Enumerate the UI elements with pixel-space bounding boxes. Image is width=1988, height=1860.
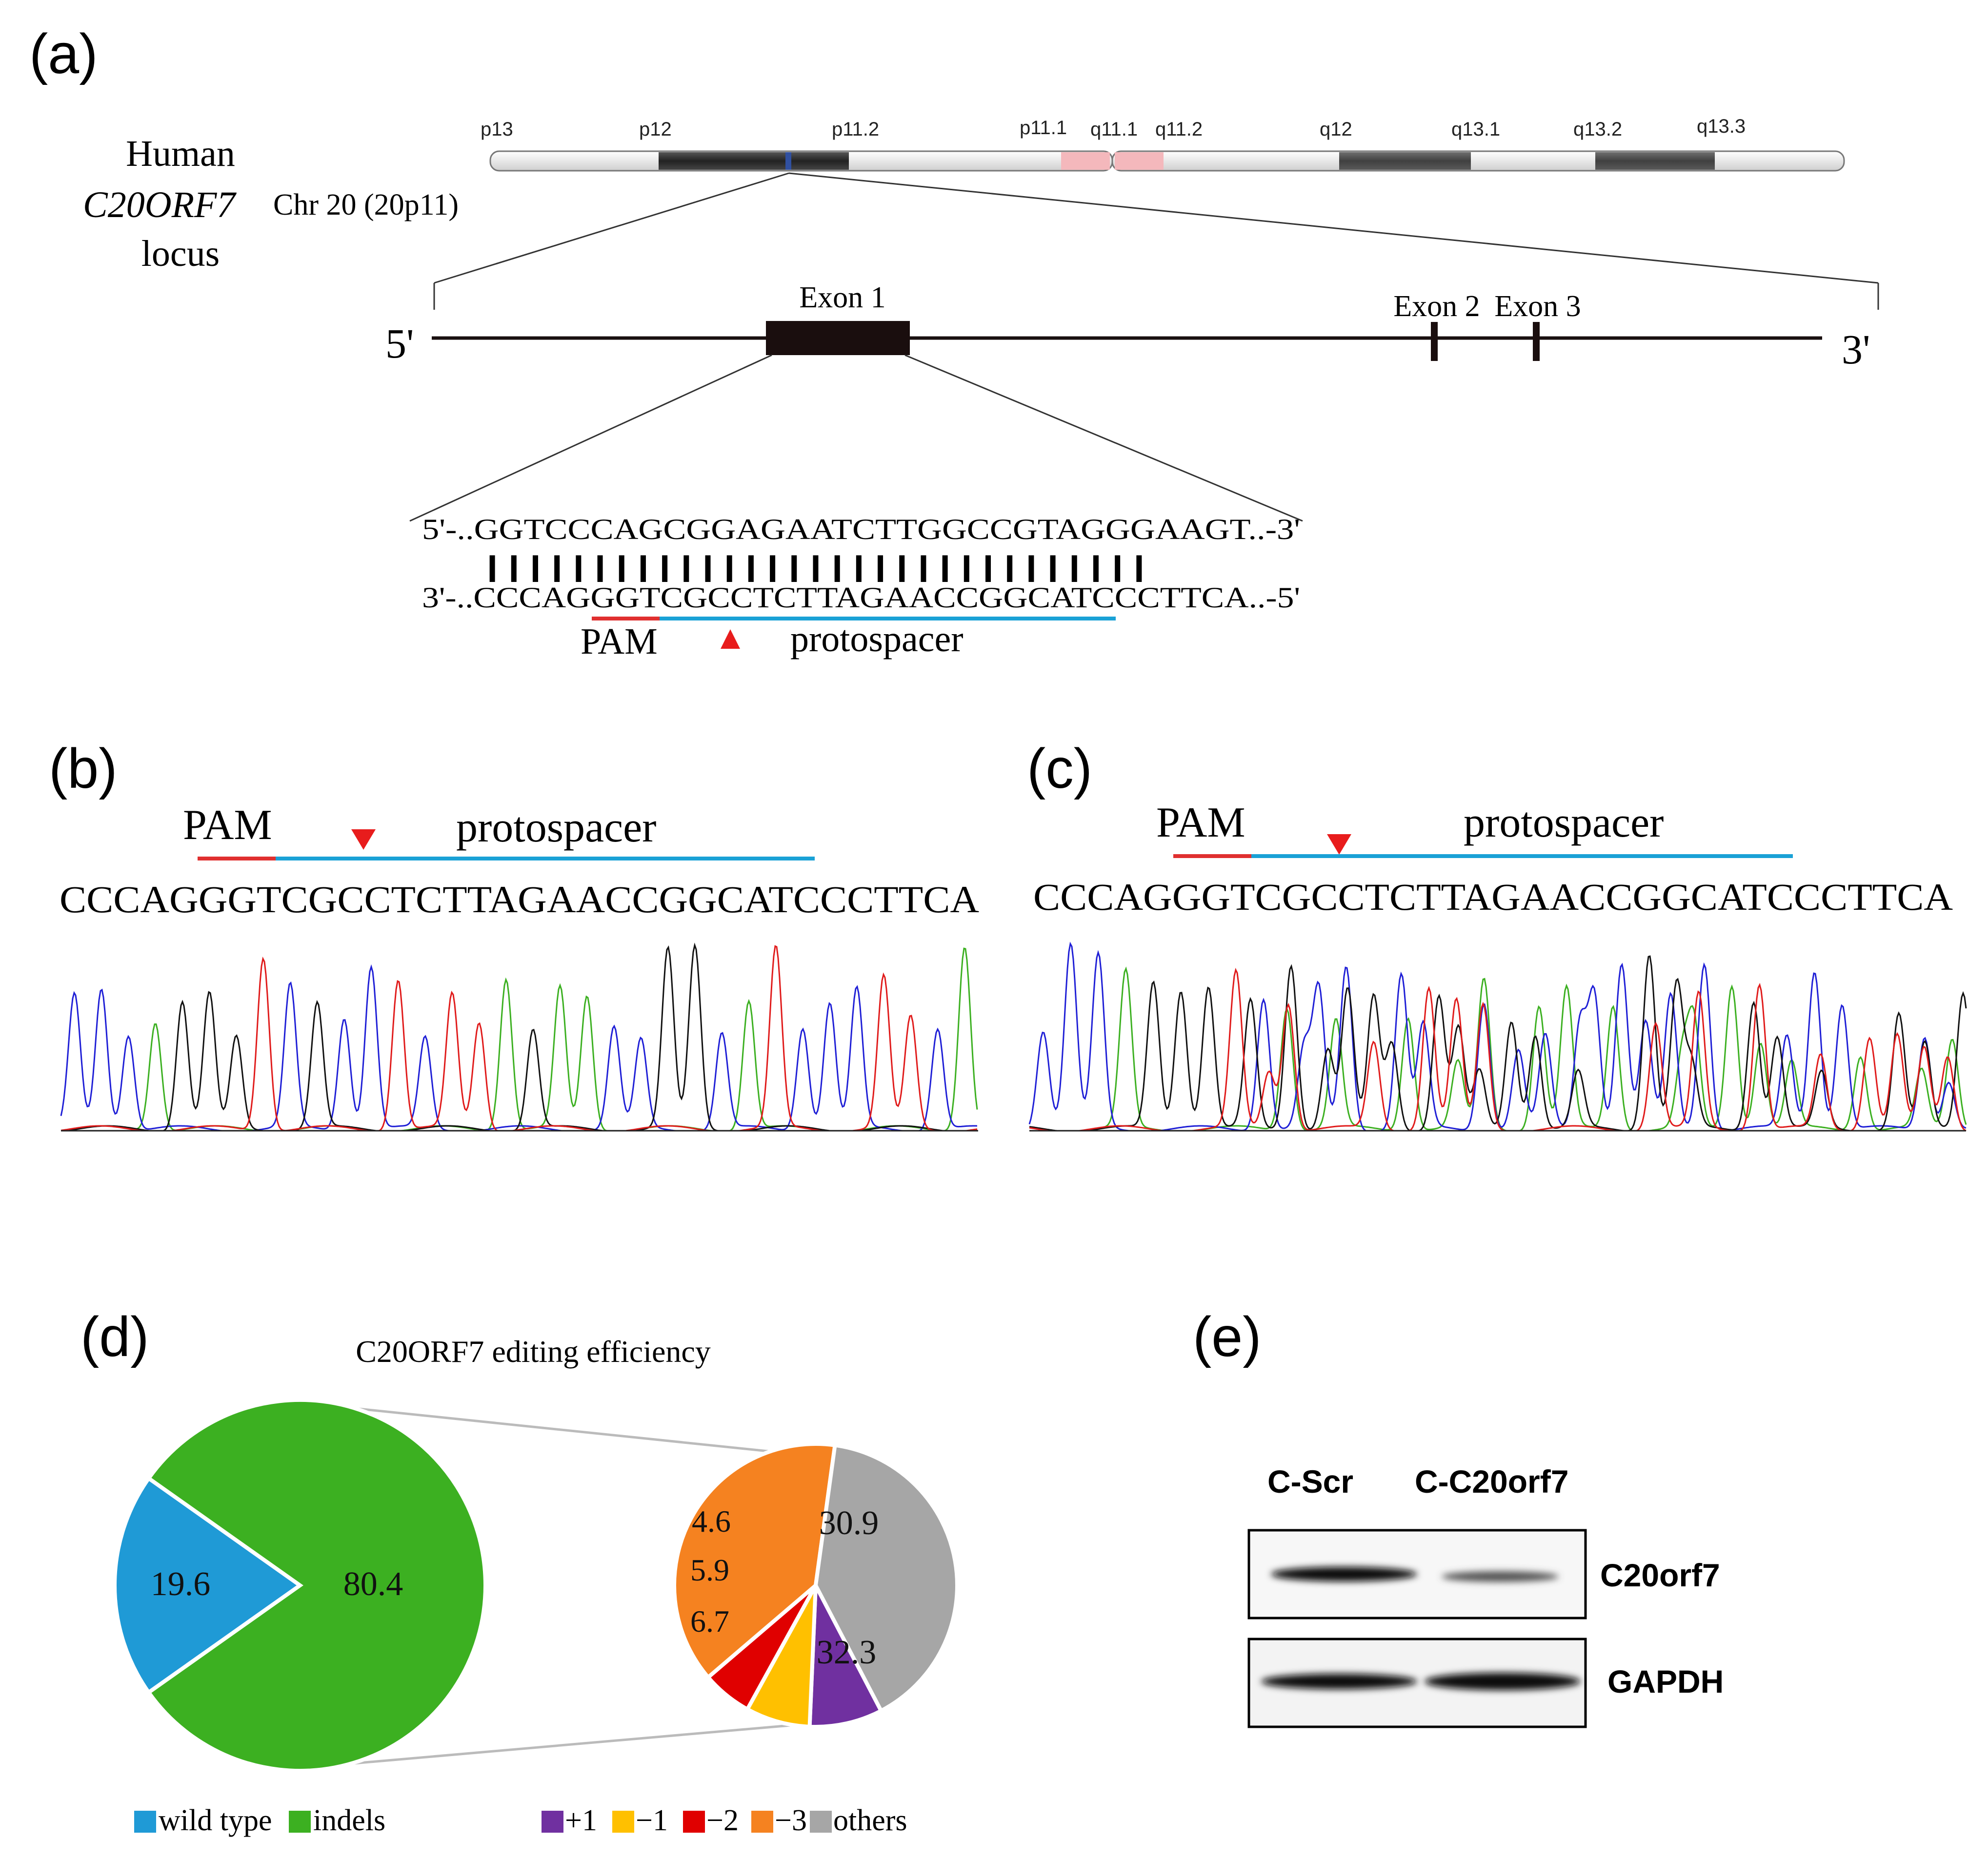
panel-label-e: (e) [1193, 1306, 1262, 1368]
pie-main-slice-1 [146, 1398, 487, 1773]
sequence-top-strand: 5'-..GGTCCCAGCGGAGAATCTTGGCCGTAGGGAAGT..… [422, 513, 1300, 545]
legend-label-plus1: +1 [565, 1804, 597, 1837]
trace-c-pam: PAM [1156, 799, 1245, 846]
trace-channel-G [61, 942, 978, 1132]
panel-label-c: (c) [1027, 738, 1092, 800]
trace-channel-A [60, 947, 978, 1132]
legend-label-minus3: −3 [775, 1804, 807, 1837]
chromosome-ideogram [489, 150, 1845, 172]
band-label: q12 [1320, 119, 1352, 140]
blot-c20orf7 [1247, 1529, 1587, 1620]
blot-gapdh [1247, 1638, 1587, 1728]
trace-b-protospacer: protospacer [456, 804, 656, 851]
trace-c-sequence: CCCAGGGTCGCCTCTTAGAACCGGCATCCCTTCA [1033, 876, 1953, 918]
legend-swatch-indels [289, 1811, 311, 1833]
pie-main-label-0: 19.6 [151, 1565, 211, 1603]
pie-indels: 6.7 5.9 4.6 30.9 32.3 [672, 1442, 959, 1729]
band-label: q13.1 [1451, 119, 1500, 140]
trace-b-cut-triangle [351, 829, 376, 850]
blot-band-ko-gapdh [1425, 1673, 1581, 1690]
pie-main: 19.6 80.4 [113, 1398, 487, 1773]
sequence-bottom-strand: 3'-..CCCAGGGTCGCCTCTTAGAACCGGCATCCCTTCA.… [422, 581, 1300, 614]
band-label: p12 [639, 119, 672, 140]
band-label: p11.2 [832, 119, 879, 140]
zoom-lines-sequence [409, 354, 1303, 522]
locus-label: locus [141, 233, 220, 274]
legend-swatch-wild-type [134, 1811, 156, 1833]
exon2-label: Exon 2 [1393, 290, 1480, 323]
exon3-mark [1533, 322, 1540, 361]
legend-swatch-others [810, 1811, 832, 1833]
cut-site-triangle [721, 629, 740, 649]
chart-title: C20ORF7 editing efficiency [356, 1334, 711, 1369]
zoom-lines-gene [433, 172, 1879, 310]
chromatogram-c [1028, 941, 1967, 1132]
blot-lane-label-1: C-Scr [1267, 1463, 1353, 1500]
pie-connector-bottom [297, 1720, 830, 1770]
pie-indel-label-4: 32.3 [817, 1634, 877, 1671]
gene-three-prime: 3' [1842, 326, 1870, 373]
legend-indels: +1 −1 −2 −3 others [542, 1804, 907, 1837]
legend-label-minus2: −2 [706, 1804, 739, 1837]
legend-label-others: others [833, 1804, 907, 1837]
legend-label-minus1: −1 [636, 1804, 668, 1837]
pam-label: PAM [581, 621, 658, 662]
blot-band-scr-c20orf7 [1271, 1567, 1417, 1581]
legend-label-wild-type: wild type [159, 1804, 272, 1837]
exon1-label: Exon 1 [799, 281, 885, 314]
blot-protein-c20orf7: C20orf7 [1600, 1557, 1720, 1593]
gene-five-prime: 5' [385, 320, 414, 367]
legend-main: wild type indels [134, 1804, 385, 1837]
band-label: p13 [481, 119, 513, 140]
pie-main-slice-0 [113, 1475, 303, 1696]
trace-channel-C [60, 964, 978, 1132]
locus-gene: C20ORF7 [83, 184, 237, 225]
blot-band-scr-gapdh [1261, 1674, 1417, 1689]
legend-swatch-plus1 [542, 1811, 563, 1833]
trace-c-protospacer: protospacer [1464, 799, 1664, 846]
sequence-bonds: ||||||||||||||||||||||||||||||| [482, 550, 1150, 582]
trace-channel-T [1029, 968, 1967, 1132]
pie-indel-label-1: 5.9 [690, 1553, 729, 1587]
legend-label-indels: indels [313, 1804, 385, 1837]
band-label: q11.1 [1090, 119, 1138, 140]
blot-lane-label-2: C-C20orf7 [1415, 1463, 1568, 1500]
pie-indel-slice-4 [813, 1443, 959, 1714]
pie-main-label-1: 80.4 [343, 1565, 403, 1603]
protospacer-label: protospacer [790, 619, 964, 660]
exon2-mark [1431, 322, 1438, 361]
blot-protein-gapdh: GAPDH [1607, 1663, 1724, 1700]
band-label: q11.2 [1155, 119, 1203, 140]
band-label: p11.1 [1020, 117, 1067, 139]
exon3-label: Exon 3 [1494, 290, 1581, 323]
exon1-box [766, 321, 910, 355]
pie-indel-label-0: 6.7 [690, 1604, 729, 1639]
trace-b-pam: PAM [183, 801, 272, 849]
pie-indel-slice-3 [672, 1442, 838, 1680]
trace-b-sequence: CCCAGGGTCGCCTCTTAGAACCGGCATCCCTTCA [60, 878, 979, 920]
band-label: q13.3 [1697, 116, 1746, 137]
pie-indel-label-2: 4.6 [692, 1504, 731, 1539]
pie-indel-label-3: 30.9 [819, 1504, 879, 1542]
chromosome-band-labels: p13 p12 p11.2 p11.1 q11.1 q11.2 q12 q13.… [481, 116, 1746, 140]
pie-connector-top [297, 1401, 830, 1459]
legend-swatch-minus2 [683, 1811, 705, 1833]
legend-swatch-minus1 [612, 1811, 634, 1833]
panel-label-d: (d) [80, 1306, 149, 1368]
pie-indel-slice-1 [744, 1584, 818, 1729]
panel-label-b: (b) [49, 738, 118, 800]
trace-channel-A [1029, 966, 1967, 1132]
panel-label-a: (a) [29, 23, 98, 85]
locus-chr: Chr 20 (20p11) [273, 188, 459, 221]
trace-c-cut-triangle [1327, 834, 1351, 855]
blot-band-ko-c20orf7 [1442, 1571, 1559, 1582]
band-label: q13.2 [1573, 119, 1622, 140]
trace-channel-G [1029, 955, 1967, 1132]
chromatogram-b [60, 942, 978, 1132]
pie-indel-slice-0 [807, 1578, 884, 1729]
locus-human: Human [126, 133, 235, 174]
legend-swatch-minus3 [751, 1811, 773, 1833]
